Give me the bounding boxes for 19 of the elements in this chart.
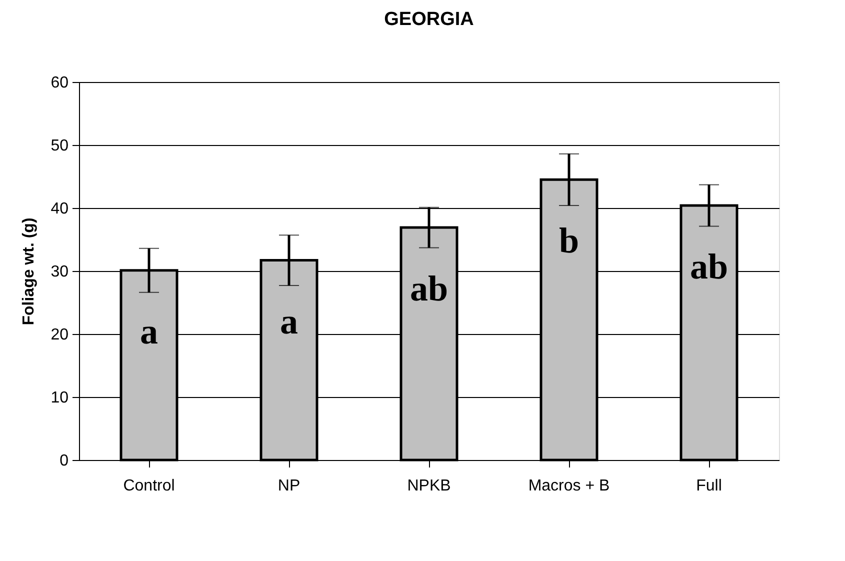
x-tick-label: NPKB (407, 478, 451, 494)
y-tick-label: 10 (50, 390, 69, 406)
x-tick-label: Full (696, 478, 722, 494)
y-tick-label: 40 (50, 200, 69, 218)
annotation: ab (690, 246, 728, 286)
y-tick-label: 30 (50, 264, 69, 280)
annotation: a (280, 301, 298, 342)
y-axis-title: Foliage wt. (g) (20, 218, 38, 326)
x-tick-label: Control (123, 478, 175, 494)
y-tick-label: 0 (60, 452, 69, 470)
y-tick-label: 60 (50, 74, 69, 92)
x-tick-label: Macros + B (528, 478, 610, 494)
x-tick-label: NP (278, 478, 300, 494)
annotation: b (558, 220, 580, 261)
y-tick-label: 50 (50, 138, 69, 154)
annotation: ab (410, 268, 448, 309)
annotation: a (140, 311, 158, 352)
y-tick-label: 20 (50, 326, 69, 344)
chart-title: GEORGIA (384, 9, 474, 30)
